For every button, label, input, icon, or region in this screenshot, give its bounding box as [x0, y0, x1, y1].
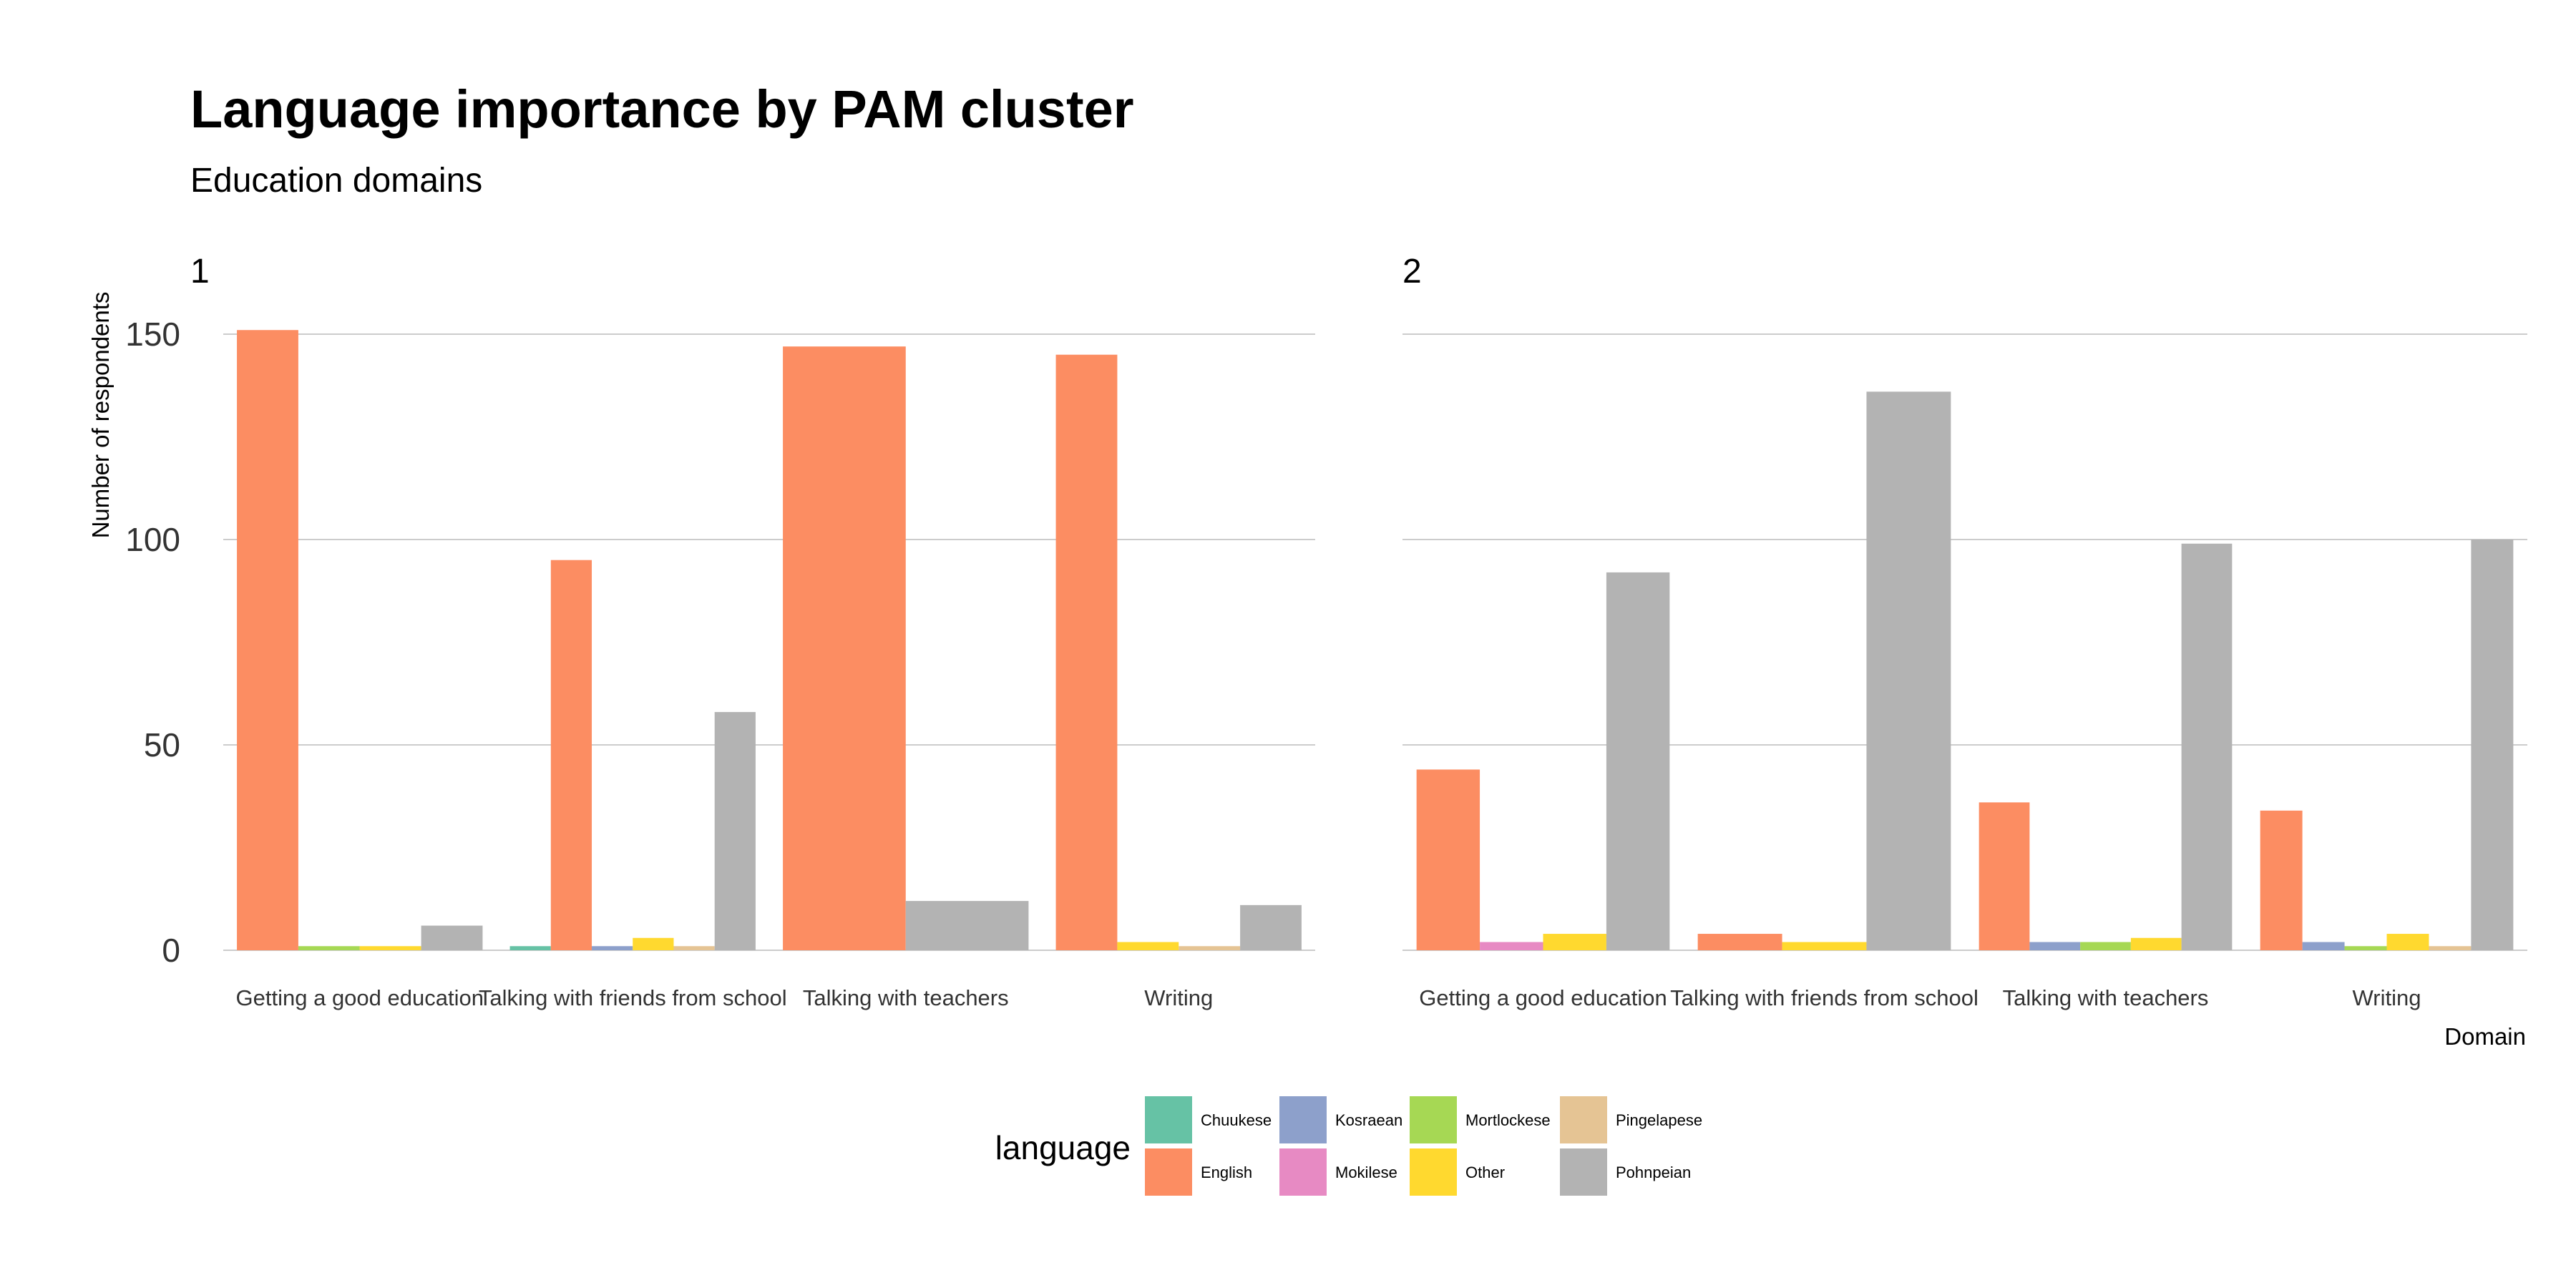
- facet-panel-2: 2 Getting a good education Talking with fr…: [1402, 253, 2527, 1010]
- y-tick-label: 100: [125, 521, 180, 558]
- y-tick-label: 50: [144, 726, 180, 763]
- legend-item-mokilese: Mokilese: [1279, 1148, 1397, 1196]
- legend-item-kosraean: Kosraean: [1279, 1096, 1402, 1143]
- bar-chuukese: [509, 946, 551, 950]
- facet-label: 1: [190, 253, 210, 291]
- bar-pingelapese: [2429, 946, 2472, 950]
- bar-mortlockese: [298, 946, 360, 950]
- legend-swatch: [1410, 1096, 1457, 1143]
- legend-item-pohnpeian: Pohnpeian: [1560, 1148, 1691, 1196]
- x-tick-label: Getting a good education: [1419, 985, 1667, 1010]
- bar-pohnpeian: [2181, 543, 2233, 950]
- x-tick-label: Talking with teachers: [2003, 985, 2209, 1010]
- bar-english: [550, 560, 592, 950]
- y-tick-label: 0: [162, 932, 180, 969]
- bar-kosraean: [592, 946, 633, 950]
- legend-item-pingelapese: Pingelapese: [1560, 1096, 1702, 1143]
- legend-title: language: [995, 1129, 1131, 1166]
- legend-label: Pohnpeian: [1616, 1163, 1691, 1181]
- bar-other: [1543, 934, 1606, 950]
- legend-label: Pingelapese: [1616, 1111, 1702, 1129]
- legend-swatch: [1145, 1096, 1192, 1143]
- facet-label: 2: [1402, 253, 1422, 291]
- legend-swatch: [1560, 1148, 1607, 1196]
- bar-other: [2130, 937, 2182, 950]
- category-writing: Writing: [2260, 540, 2514, 1010]
- legend-item-mortlockese: Mortlockese: [1410, 1096, 1551, 1143]
- y-tick-label: 150: [125, 316, 180, 353]
- legend-item-english: English: [1145, 1148, 1252, 1196]
- bar-english: [2260, 810, 2303, 950]
- legend-label: Kosraean: [1335, 1111, 1402, 1129]
- bar-pohnpeian: [714, 712, 756, 950]
- bar-pohnpeian: [905, 901, 1029, 950]
- bar-english: [1697, 934, 1782, 950]
- legend-label: Mokilese: [1335, 1163, 1397, 1181]
- y-axis-title: Number of respondents: [87, 292, 114, 539]
- category-talking-with-teachers: Talking with teachers: [783, 346, 1029, 1010]
- bar-pingelapese: [1179, 946, 1241, 950]
- legend-swatch: [1279, 1096, 1327, 1143]
- category-talking-with-friends-from-school: Talking with friends from school: [1670, 391, 1979, 1010]
- bar-pohnpeian: [1240, 904, 1302, 950]
- bar-other: [1117, 942, 1179, 950]
- legend-swatch: [1145, 1148, 1192, 1196]
- bar-english: [1055, 354, 1118, 950]
- bar-other: [633, 937, 674, 950]
- chart-subtitle: Education domains: [190, 162, 482, 200]
- bar-english: [783, 346, 906, 951]
- x-tick-label: Writing: [2353, 985, 2421, 1010]
- legend-item-chuukese: Chuukese: [1145, 1096, 1272, 1143]
- bar-pohnpeian: [421, 925, 483, 950]
- legend-swatch: [1410, 1148, 1457, 1196]
- bar-other: [1782, 942, 1867, 950]
- category-talking-with-teachers: Talking with teachers: [1979, 543, 2233, 1010]
- bar-pingelapese: [673, 946, 715, 950]
- legend-label: Chuukese: [1201, 1111, 1272, 1129]
- x-tick-label: Talking with friends from school: [1670, 985, 1979, 1010]
- x-tick-label: Writing: [1144, 985, 1213, 1010]
- legend-label: Other: [1465, 1163, 1505, 1181]
- legend-swatch: [1279, 1148, 1327, 1196]
- category-getting-a-good-education: Getting a good education: [236, 330, 484, 1010]
- x-tick-label: Talking with teachers: [803, 985, 1009, 1010]
- bar-kosraean: [2029, 942, 2081, 950]
- category-writing: Writing: [1055, 354, 1302, 1010]
- x-tick-label: Talking with friends from school: [479, 985, 787, 1010]
- bar-english: [1979, 802, 2030, 950]
- legend-swatch: [1560, 1096, 1607, 1143]
- bar-other: [2386, 934, 2429, 950]
- legend-label: English: [1201, 1163, 1252, 1181]
- x-tick-label: Getting a good education: [236, 985, 484, 1010]
- bar-pohnpeian: [2471, 540, 2514, 950]
- bar-mortlockese: [2080, 942, 2131, 950]
- bar-pohnpeian: [1866, 391, 1951, 950]
- legend-item-other: Other: [1410, 1148, 1505, 1196]
- x-axis-title: Domain: [2444, 1023, 2526, 1050]
- bar-pohnpeian: [1606, 572, 1670, 950]
- bar-mokilese: [1480, 942, 1543, 950]
- legend-label: Mortlockese: [1465, 1111, 1551, 1129]
- bar-other: [359, 946, 421, 950]
- legend: language Chuukese English Kosraean Mokilese…: [995, 1096, 1702, 1196]
- bar-mortlockese: [2344, 946, 2387, 950]
- chart-title: Language importance by PAM cluster: [190, 79, 1134, 139]
- bar-english: [237, 330, 298, 950]
- category-talking-with-friends-from-school: Talking with friends from school: [479, 560, 787, 1010]
- bar-english: [1416, 769, 1480, 950]
- bar-kosraean: [2302, 942, 2345, 950]
- category-getting-a-good-education: Getting a good education: [1416, 572, 1670, 1010]
